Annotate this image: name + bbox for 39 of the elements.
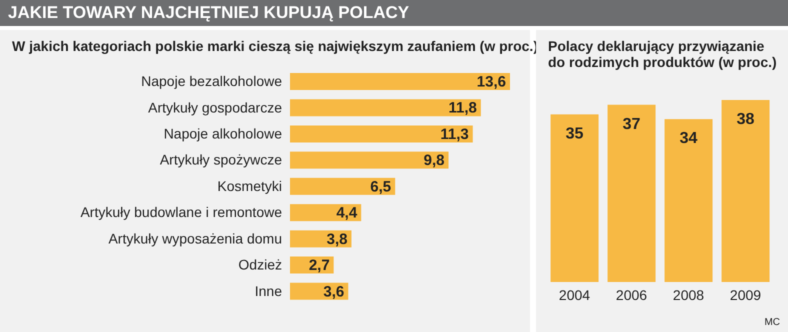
text: MC xyxy=(764,317,780,328)
data-label: 35 xyxy=(566,125,584,142)
data-label: 13,6 xyxy=(476,74,506,90)
bar xyxy=(290,99,481,116)
data-label: 11,3 xyxy=(440,126,469,143)
bar xyxy=(290,204,362,222)
x-tick-label: 2006 xyxy=(616,286,648,303)
bar xyxy=(664,119,713,282)
data-label: 11,8 xyxy=(448,100,477,117)
x-tick-label: 2008 xyxy=(672,286,704,303)
bar xyxy=(290,178,396,195)
y-tick-label: Artykuły spożywcze xyxy=(160,152,282,168)
y-tick-label: Inne xyxy=(254,282,282,299)
y-tick-label: Artykuły budowlane i remontowe xyxy=(80,204,282,220)
data-label: 3,6 xyxy=(323,283,344,300)
bar xyxy=(290,125,473,142)
chart-title: JAKIE TOWARY NAJCHĘTNIEJ KUPUJĄ POLACY xyxy=(8,3,410,23)
data-label: 2,7 xyxy=(308,257,330,274)
y-tick-label: Artykuły wyposażenia domu xyxy=(108,230,282,246)
data-label: 38 xyxy=(736,111,755,128)
x-tick-label: 2009 xyxy=(730,286,762,303)
chart-title: Polacy deklarujący przywiązanie do rodzimych produktów (w proc.) xyxy=(548,38,778,70)
data-label: 34 xyxy=(680,130,698,148)
data-label: 3,8 xyxy=(326,230,348,248)
bar xyxy=(290,73,510,90)
bar xyxy=(608,104,656,282)
y-tick-label: Artykuły gospodarcze xyxy=(148,99,282,116)
data-label: 6,5 xyxy=(370,178,392,196)
y-tick-label: Napoje alkoholowe xyxy=(164,126,282,142)
data-label: 9,8 xyxy=(424,152,445,170)
data-label: 4,4 xyxy=(336,204,358,222)
y-tick-label: Kosmetyki xyxy=(217,178,282,194)
y-tick-label: Napoje bezalkoholowe xyxy=(141,73,282,90)
bar xyxy=(290,152,449,169)
data-label: 37 xyxy=(622,116,641,133)
bar xyxy=(722,100,770,282)
x-tick-label: 2004 xyxy=(558,286,590,303)
bar xyxy=(550,114,599,282)
y-tick-label: Odzież xyxy=(238,256,282,273)
